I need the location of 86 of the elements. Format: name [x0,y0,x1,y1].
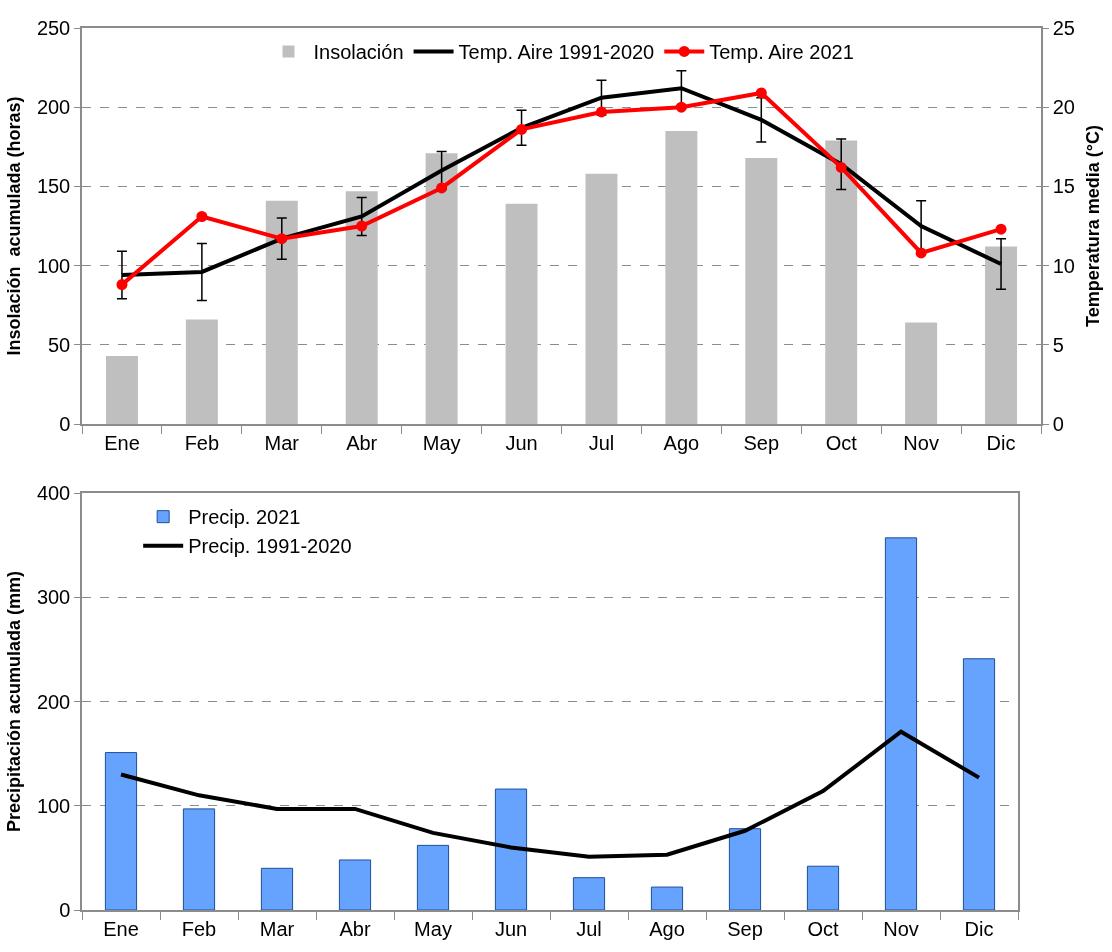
bar [728,828,762,910]
bar [806,865,840,910]
bar [665,130,698,424]
y-tick-label: 300 [36,586,71,609]
y2-tick-label: 10 [1052,254,1075,277]
bar [185,319,218,424]
x-tick-label: Oct [807,917,839,940]
x-tick-label: Oct [825,431,858,454]
y-axis-title: Insolación acumulada (horas) [3,96,24,356]
y2-axis-title: Temperatura media (°C) [1082,125,1103,327]
legend-label: Temp. Aire 2021 [709,41,854,64]
point [516,123,528,135]
point [196,211,208,222]
y2-tick-label: 15 [1052,175,1075,198]
bar [650,886,684,910]
point [356,220,368,232]
line-series [119,729,981,859]
x-tick-label: Sep [743,431,780,454]
x-tick-label: Jun [505,431,538,454]
bar [338,859,372,910]
bar [494,788,528,910]
x-tick-label: Ene [104,431,140,454]
y-tick-label: 100 [36,254,71,277]
point [835,161,847,173]
x-tick-label: Abr [346,431,378,454]
bar [265,200,298,424]
bar [905,322,938,424]
x-tick-label: Jul [576,917,602,940]
x-tick-label: Mar [259,917,295,940]
bar [884,537,918,910]
bar [416,844,450,910]
y-tick-label: 250 [36,17,71,39]
x-tick-label: Mar [264,431,300,454]
legend-label: Insolación [313,41,404,64]
bar [260,867,294,910]
point [995,223,1007,235]
legend-label: Temp. Aire 1991-2020 [458,41,655,64]
y-tick-label: 100 [36,794,71,817]
bar [962,658,996,910]
y-tick-label: 200 [36,96,71,119]
bar [825,140,858,424]
x-tick-label: Abr [339,917,371,940]
point [675,101,687,113]
x-tick-label: Feb [184,431,220,454]
x-tick-label: Nov [903,431,939,454]
point [276,233,288,245]
bar [182,808,216,910]
bar [105,355,138,424]
x-tick-label: Ago [649,917,685,940]
point [755,87,767,99]
x-tick-label: Sep [727,917,763,940]
bar [505,203,538,424]
y-tick-label: 0 [59,413,71,435]
legend-label: Precip. 1991-2020 [188,535,352,558]
y-tick-label: 50 [48,333,71,356]
bar [985,246,1018,424]
x-tick-label: Jun [494,917,528,940]
y-axis-title: Precipitación acumulada (mm) [3,570,24,833]
x-tick-label: Ago [663,431,700,454]
bar [572,877,606,910]
legend-label: Precip. 2021 [188,506,301,529]
y2-tick-label: 25 [1052,17,1075,39]
x-tick-label: May [422,431,461,454]
x-tick-label: Feb [181,917,217,940]
point [915,247,927,259]
point [436,182,448,194]
x-tick-label: Jul [588,431,615,454]
x-tick-label: Dic [964,917,994,940]
x-tick-label: Ene [103,917,139,940]
x-tick-label: May [414,917,452,940]
bar [425,153,458,424]
x-tick-label: Nov [883,917,919,940]
y2-tick-label: 0 [1052,413,1064,435]
bar [104,752,138,910]
y-tick-label: 200 [36,690,71,713]
y-tick-label: 0 [59,899,71,921]
y-tick-label: 150 [36,175,71,198]
x-tick-label: Dic [986,431,1016,454]
bar [745,157,778,424]
y-tick-label: 400 [36,482,71,504]
point [116,279,128,291]
y2-tick-label: 20 [1052,96,1075,119]
y2-tick-label: 5 [1052,333,1064,356]
bar [585,173,618,424]
bar [345,191,378,424]
point [595,106,607,118]
